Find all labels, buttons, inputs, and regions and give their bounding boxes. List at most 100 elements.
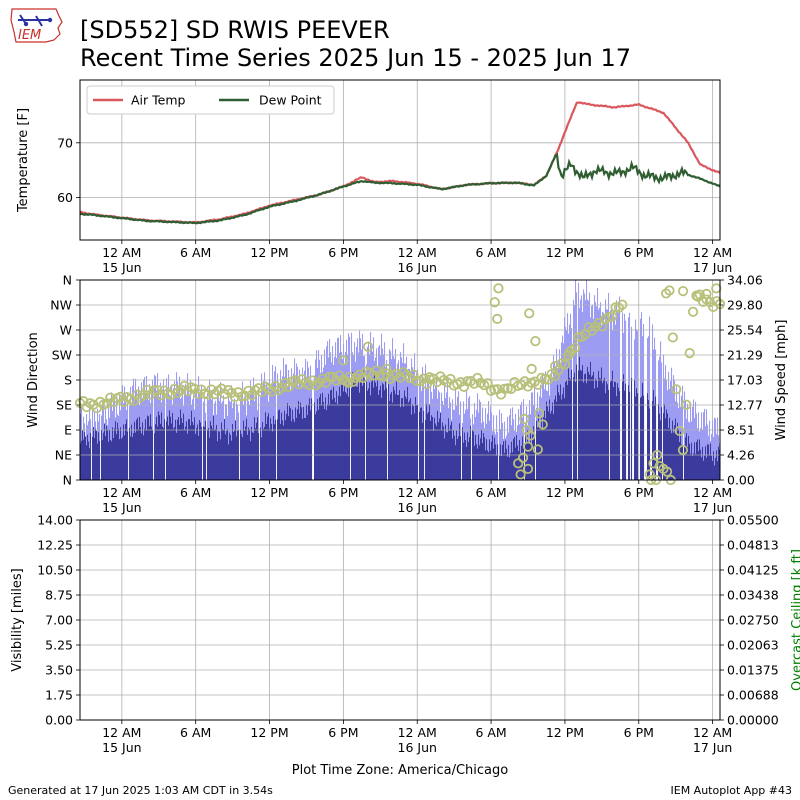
speed-bar (479, 445, 481, 480)
y-axis-label: Visibility [miles] (10, 568, 25, 671)
speed-bar (364, 378, 366, 480)
direction-marker (607, 311, 618, 322)
speed-bar (608, 389, 610, 480)
speed-bar (452, 438, 454, 480)
speed-bar (403, 406, 405, 480)
speed-bar (388, 383, 390, 480)
speed-bar (299, 413, 301, 480)
visibility-tick-label: 8.75 (45, 588, 73, 603)
direction-marker (517, 452, 529, 463)
gust-bar (712, 420, 714, 480)
x-tick-date: 16 Jun (398, 260, 437, 275)
speed-bar (229, 432, 231, 480)
speed-bar (280, 423, 282, 480)
speed-bar (702, 446, 704, 480)
speed-bar (123, 424, 125, 480)
speed-bar (398, 394, 400, 480)
speed-bar (433, 430, 435, 480)
speed-bar (565, 381, 567, 480)
speed-bar (528, 441, 530, 480)
speed-bar (122, 437, 124, 480)
speed-bar (457, 438, 459, 480)
ceiling-tick-label: 0.04125 (727, 563, 779, 578)
visibility-tick-label: 10.50 (37, 563, 73, 578)
speed-bar (139, 416, 141, 480)
speed-bar (564, 398, 566, 480)
axes-frame (79, 279, 721, 481)
gust-bar (242, 381, 244, 480)
gust-bar (141, 382, 143, 480)
speed-bar (691, 442, 693, 480)
speed-bar (534, 434, 536, 480)
speed-tick-label: 34.06 (727, 273, 763, 288)
speed-bar (366, 374, 368, 480)
speed-bar (613, 387, 615, 480)
gust-bar (130, 386, 132, 480)
speed-bar (292, 409, 294, 480)
visibility-tick-label: 7.00 (45, 613, 73, 628)
speed-bar (359, 392, 361, 480)
speed-bar (285, 420, 287, 480)
speed-bar (375, 382, 377, 480)
speed-bar (368, 388, 370, 480)
speed-bar (143, 435, 145, 480)
speed-bar (169, 410, 171, 480)
gust-bar (701, 412, 703, 480)
speed-bar (428, 411, 430, 480)
gust-bar (512, 407, 514, 480)
direction-marker (664, 285, 675, 296)
speed-bar (533, 426, 535, 480)
speed-bar (254, 417, 256, 480)
speed-bar (653, 390, 655, 480)
gust-bar (264, 372, 266, 480)
speed-bar (503, 441, 505, 480)
speed-bar (142, 422, 144, 480)
gust-bar (488, 401, 490, 480)
speed-bar (587, 366, 589, 480)
speed-bar (380, 385, 382, 480)
gust-bar (253, 377, 255, 480)
direction-marker (532, 444, 543, 455)
speed-bar (459, 423, 461, 480)
speed-bar (148, 416, 150, 480)
speed-bar (228, 444, 230, 480)
gust-bar (649, 316, 651, 480)
speed-bar (294, 421, 296, 480)
speed-bar (96, 430, 98, 480)
gust-bar (518, 409, 520, 480)
speed-tick-label: 29.80 (727, 298, 763, 313)
app-note: IEM Autoplot App #43 (670, 784, 793, 797)
speed-bar (636, 388, 638, 480)
speed-bar (164, 419, 166, 480)
speed-bar (135, 432, 137, 480)
gust-bar (490, 406, 492, 480)
speed-bar (502, 445, 504, 480)
direction-marker (681, 399, 692, 410)
speed-bar (590, 361, 592, 480)
gust-bar (597, 287, 599, 480)
x-tick-label: 6 PM (624, 245, 654, 260)
x-tick-label: 12 PM (546, 725, 584, 740)
speed-bar (84, 431, 86, 480)
speed-bar (370, 395, 372, 480)
speed-bar (378, 394, 380, 480)
speed-bar (232, 423, 234, 480)
speed-bar (501, 455, 503, 480)
speed-bar (180, 409, 182, 480)
speed-bar (701, 457, 703, 480)
speed-bar (281, 412, 283, 480)
gust-bar (455, 388, 457, 480)
speed-bar (574, 372, 576, 480)
speed-bar (673, 432, 675, 480)
speed-bar (179, 424, 181, 480)
speed-bar (552, 402, 554, 480)
speed-bar (307, 415, 309, 480)
speed-bar (236, 436, 238, 480)
direction-marker (489, 384, 500, 395)
speed-bar (597, 387, 599, 480)
gust-bar (146, 375, 148, 480)
speed-bar (137, 417, 139, 480)
x-tick-label: 12 AM (398, 245, 437, 260)
speed-bar (318, 409, 320, 480)
